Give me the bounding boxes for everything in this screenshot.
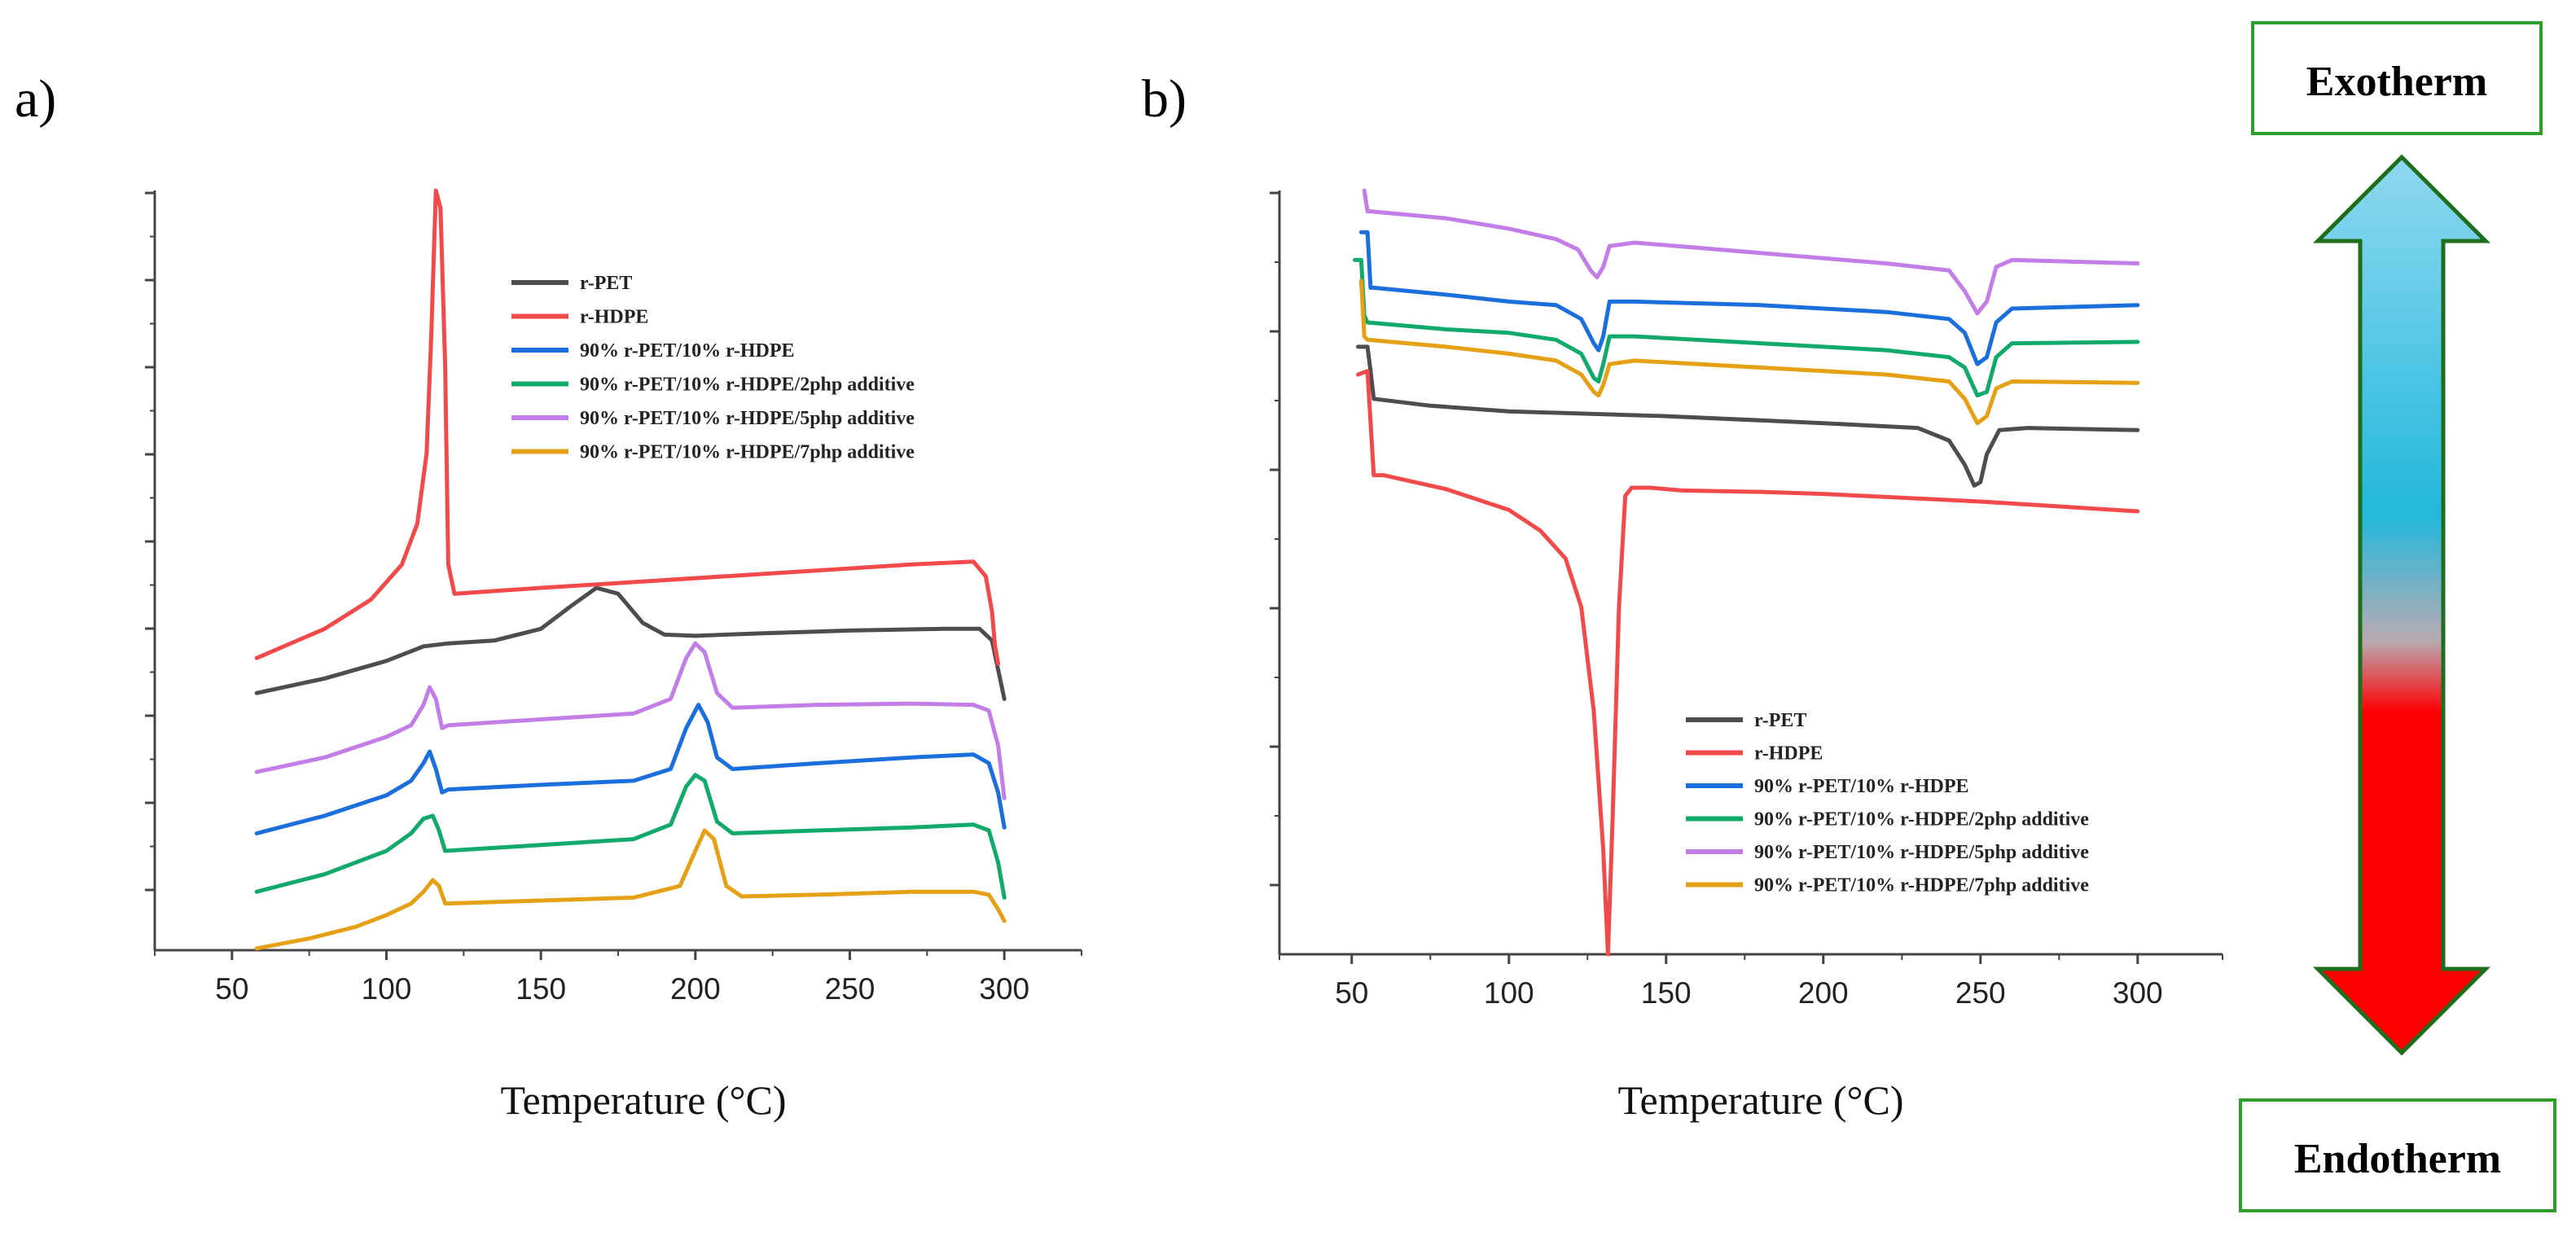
chart-a-legend: r-PET r-HDPE 90% r-PET/10% r-HDPE 90% r-PET… bbox=[511, 273, 915, 463]
x-tick-label: 150 bbox=[516, 972, 566, 1006]
x-tick-label: 200 bbox=[1798, 976, 1849, 1010]
series-line-1 bbox=[254, 188, 1001, 666]
legend-label: r-HDPE bbox=[1754, 743, 1823, 765]
x-tick-label: 250 bbox=[1955, 976, 2006, 1010]
series-line-2 bbox=[1358, 230, 2140, 366]
x-tick-label: 100 bbox=[362, 972, 412, 1006]
legend-label: 90% r-PET/10% r-HDPE bbox=[580, 340, 795, 362]
x-tick-label: 50 bbox=[1335, 976, 1368, 1010]
legend-label: 90% r-PET/10% r-HDPE/7php additive bbox=[1754, 875, 2089, 896]
x-tick-label: 250 bbox=[825, 972, 875, 1006]
chart-b-xlabel: Temperature (°C) bbox=[1617, 1077, 1903, 1123]
chart-b-axes: 50 100 150 200 250 300 bbox=[1270, 191, 2223, 1010]
series-line-5 bbox=[254, 828, 1007, 951]
endotherm-box bbox=[2239, 1098, 2556, 1212]
chart-a-xlabel: Temperature (°C) bbox=[500, 1077, 786, 1123]
x-tick-label: 50 bbox=[215, 972, 248, 1006]
legend-label: r-PET bbox=[1754, 710, 1806, 731]
series-line-4 bbox=[1362, 188, 2140, 316]
chart-b: 50 100 150 200 250 300 r-PET r-HDPE 90% r-PET/1… bbox=[1270, 188, 2223, 1123]
legend-label: 90% r-PET/10% r-HDPE/5php additive bbox=[580, 408, 915, 429]
chart-b-series bbox=[1353, 188, 2140, 957]
panel-b-label: b) bbox=[1142, 69, 1187, 129]
x-tick-label: 300 bbox=[979, 972, 1029, 1006]
exotherm-box bbox=[2251, 21, 2543, 135]
series-line-3 bbox=[1353, 257, 2140, 398]
x-tick-label: 150 bbox=[1641, 976, 1692, 1010]
legend-label: 90% r-PET/10% r-HDPE/5php additive bbox=[1754, 842, 2089, 863]
x-tick-label: 200 bbox=[670, 972, 721, 1006]
exotherm-label: Exotherm bbox=[2306, 59, 2487, 105]
legend-label: r-HDPE bbox=[580, 307, 648, 328]
series-line-0 bbox=[254, 585, 1007, 701]
legend-label: 90% r-PET/10% r-HDPE/7php additive bbox=[580, 442, 915, 463]
chart-a-axes: 50 100 150 200 250 300 bbox=[145, 191, 1082, 1006]
x-tick-label: 300 bbox=[2113, 976, 2163, 1010]
legend-label: 90% r-PET/10% r-HDPE bbox=[1754, 776, 1969, 797]
chart-b-legend: r-PET r-HDPE 90% r-PET/10% r-HDPE 90% r-PET… bbox=[1686, 710, 2089, 896]
double-arrow-icon bbox=[2312, 154, 2491, 1056]
panel-a-label: a) bbox=[15, 69, 56, 129]
series-line-5 bbox=[1358, 278, 2140, 426]
series-line-2 bbox=[254, 703, 1007, 835]
series-line-0 bbox=[1356, 344, 2140, 488]
chart-a: 50 100 150 200 250 300 r-PET r-HDPE 90% r-PET/1… bbox=[145, 188, 1082, 1123]
chart-a-series bbox=[254, 188, 1007, 951]
series-line-4 bbox=[254, 641, 1007, 800]
heat-flow-indicator: Exotherm Endotherm bbox=[2239, 21, 2556, 1212]
series-line-3 bbox=[254, 773, 1007, 900]
legend-label: r-PET bbox=[580, 273, 632, 294]
x-tick-label: 100 bbox=[1484, 976, 1534, 1010]
endotherm-label: Endotherm bbox=[2294, 1136, 2501, 1182]
series-line-1 bbox=[1356, 369, 2140, 957]
legend-label: 90% r-PET/10% r-HDPE/2php additive bbox=[1754, 809, 2089, 831]
legend-label: 90% r-PET/10% r-HDPE/2php additive bbox=[580, 375, 915, 396]
